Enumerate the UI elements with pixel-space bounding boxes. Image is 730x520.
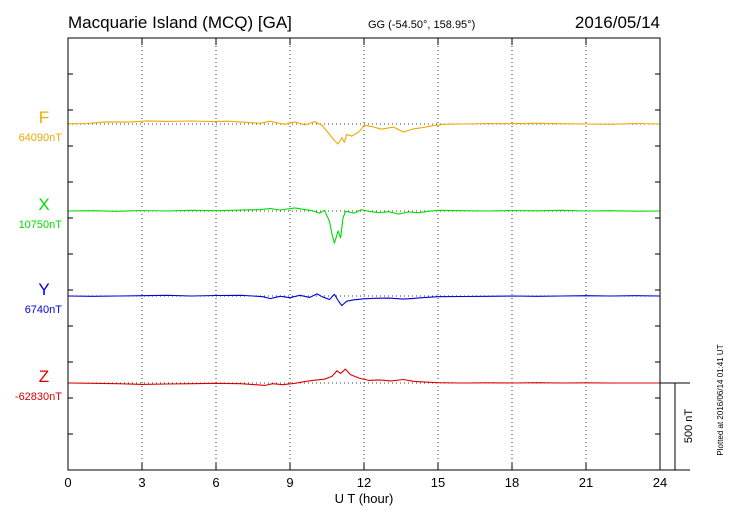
station-title: Macquarie Island (MCQ) [GA] — [68, 13, 292, 32]
x-axis-label: U T (hour) — [335, 491, 394, 506]
series-line-y — [67, 293, 661, 307]
x-tick-label-21: 21 — [579, 475, 593, 490]
series-labels: F 64090nT X 10750nT Y 6740nT Z -62830nT — [15, 108, 62, 403]
x-tick-label-9: 9 — [286, 475, 293, 490]
series-line-z — [67, 368, 660, 386]
x-tick-label-18: 18 — [505, 475, 519, 490]
plot-date: 2016/05/14 — [575, 13, 660, 32]
plotted-note: Plotted at 2016/06/14 01:41 UT — [716, 344, 725, 455]
series-baseline-f: 64090nT — [19, 132, 63, 144]
series-lines — [67, 120, 661, 386]
grid-lines — [141, 38, 587, 470]
series-name-f: F — [39, 108, 49, 127]
x-tick-label-6: 6 — [212, 475, 219, 490]
series-line-x — [67, 207, 661, 244]
series-baseline-x: 10750nT — [19, 219, 63, 231]
x-axis-ticks: 0 3 6 9 12 15 18 21 24 — [64, 37, 667, 490]
x-tick-label-24: 24 — [653, 475, 667, 490]
series-baseline-y: 6740nT — [25, 304, 63, 316]
x-tick-label-12: 12 — [357, 475, 371, 490]
scale-bar: 500 nT — [660, 382, 695, 471]
station-coords: GG (-54.50°, 158.95°) — [368, 19, 475, 31]
x-tick-label-15: 15 — [431, 475, 445, 490]
series-name-y: Y — [38, 280, 49, 299]
baselines — [68, 123, 660, 384]
series-name-z: Z — [39, 367, 49, 386]
scale-bar-label: 500 nT — [683, 409, 695, 444]
x-tick-label-3: 3 — [138, 475, 145, 490]
series-baseline-z: -62830nT — [15, 391, 62, 403]
series-line-f — [67, 120, 661, 145]
x-tick-label-0: 0 — [64, 475, 71, 490]
series-name-x: X — [38, 195, 49, 214]
